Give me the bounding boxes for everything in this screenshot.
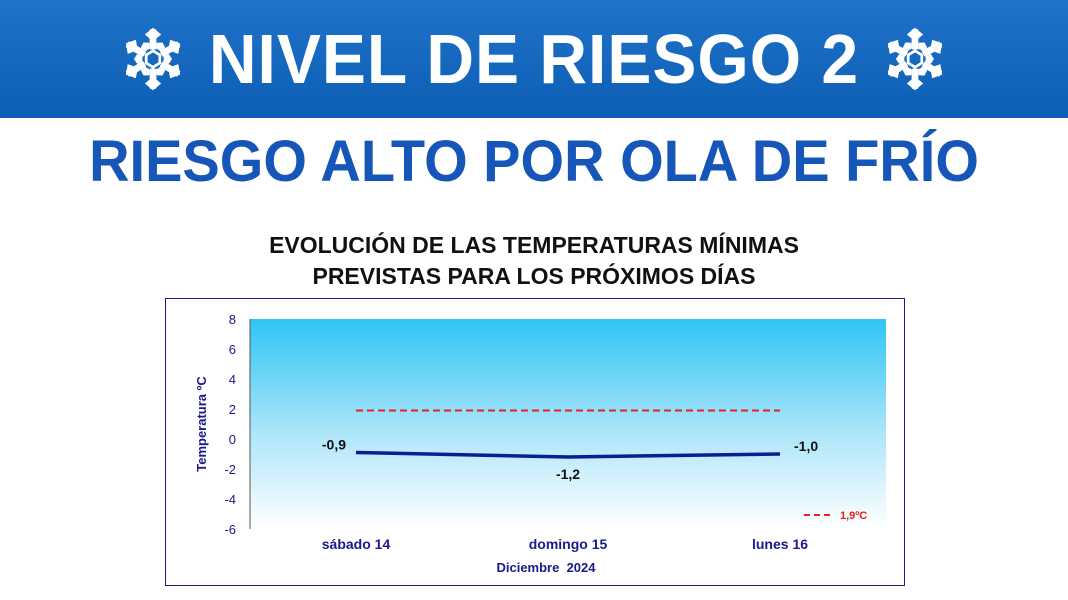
y-tick-label: -4 [224, 492, 236, 507]
chart-title-line-1: EVOLUCIÓN DE LAS TEMPERATURAS MÍNIMAS [269, 232, 799, 258]
legend: 1,9ºC [804, 510, 867, 522]
x-tick-label: lunes 16 [752, 536, 808, 552]
min-temp-line [355, 450, 781, 459]
chart-frame: 8 6 4 2 0 -2 -4 -6 sábado 14 domingo 15 lunes 16 … [165, 298, 905, 586]
y-tick-label: 8 [229, 312, 236, 327]
y-tick-label: 0 [229, 432, 236, 447]
y-tick-label: 4 [229, 372, 236, 387]
legend-label: 1,9ºC [840, 510, 867, 522]
x-axis-label: Diciembre 2024 [496, 560, 596, 575]
snowflake-icon [120, 27, 186, 91]
risk-subtitle: RIESGO ALTO POR OLA DE FRÍO [89, 127, 979, 194]
x-tick-label: sábado 14 [322, 536, 391, 552]
data-label: -1,2 [556, 466, 580, 482]
x-tick-label: domingo 15 [529, 536, 608, 552]
y-tick-label: 6 [229, 342, 236, 357]
banner-title: NIVEL DE RIESGO 2 [208, 20, 860, 98]
y-tick-label: -6 [224, 522, 236, 537]
chart-title: EVOLUCIÓN DE LAS TEMPERATURAS MÍNIMAS PR… [0, 230, 1068, 292]
plot-area [250, 319, 886, 529]
snowflake-icon [881, 25, 949, 93]
data-label: -0,9 [322, 437, 346, 453]
data-label: -1,0 [794, 438, 818, 454]
y-tick-label: -2 [224, 462, 236, 477]
y-tick-label: 2 [229, 402, 236, 417]
y-axis-label: Temperatura ºC [194, 376, 209, 472]
header-banner: NIVEL DE RIESGO 2 [0, 0, 1068, 118]
chart-title-line-2: PREVISTAS PARA LOS PRÓXIMOS DÍAS [312, 263, 756, 289]
